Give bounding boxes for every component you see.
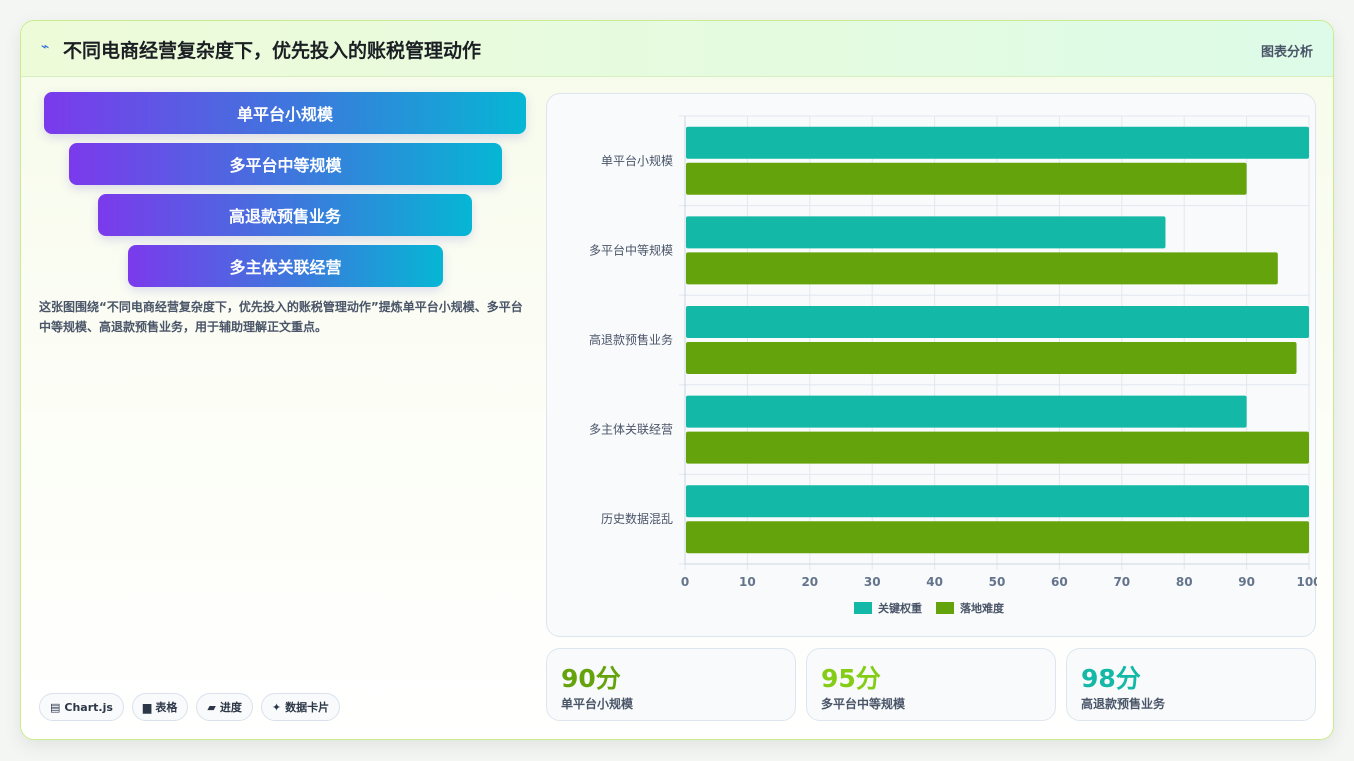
bar-key-weight [686, 395, 1247, 428]
chart-panel: 0 10 20 30 40 50 60 70 80 90 100 单平台小规模多平台中等规模高退款预售… [546, 93, 1317, 637]
x-tick-label: 40 [926, 575, 943, 589]
table-icon: ▆ [142, 700, 152, 714]
bar-key-weight [686, 306, 1309, 338]
stat-value: 98分 [1081, 664, 1141, 693]
pill-label: 数据卡片 [285, 701, 330, 714]
page-title: 不同电商经营复杂度下，优先投入的账税管理动作 [63, 40, 482, 62]
x-tick-label: 100 [1296, 575, 1317, 589]
funnel-step-4: 多主体关联经营 [128, 245, 443, 287]
bar-key-weight [686, 126, 1309, 159]
funnel-step-label: 高退款预售业务 [228, 207, 341, 226]
y-tick-label: 高退款预售业务 [589, 332, 673, 347]
bar-difficulty [686, 252, 1278, 285]
legend-swatch [854, 602, 872, 614]
bar-key-weight [686, 485, 1309, 518]
stat-value: 95分 [821, 664, 881, 693]
funnel-step-1: 单平台小规模 [44, 92, 526, 134]
bar-difficulty [686, 521, 1309, 554]
pill-label: Chart.js [64, 700, 113, 714]
y-tick-label: 单平台小规模 [601, 153, 673, 168]
funnel-step-label: 多主体关联经营 [229, 258, 342, 277]
x-tick-label: 90 [1238, 575, 1255, 589]
main-card: ⌁ 不同电商经营复杂度下，优先投入的账税管理动作 图表分析 单平台小规模 多平台… [20, 20, 1334, 740]
x-tick-label: 80 [1176, 575, 1193, 589]
funnel-step-3: 高退款预售业务 [98, 194, 472, 236]
stat-label: 高退款预售业务 [1081, 697, 1166, 711]
legend-swatch [936, 602, 954, 614]
header: ⌁ 不同电商经营复杂度下，优先投入的账税管理动作 图表分析 [21, 21, 1333, 77]
x-tick-label: 70 [1113, 575, 1130, 589]
wave-icon: ⌁ [41, 39, 50, 55]
bar-difficulty [686, 431, 1309, 464]
stat-value: 90分 [561, 664, 621, 693]
stat-card-3: 98分 高退款预售业务 [1066, 648, 1316, 721]
stat-label: 单平台小规模 [561, 697, 634, 711]
x-tick-label: 20 [801, 575, 818, 589]
legend-label: 落地难度 [960, 601, 1005, 615]
chart-analysis-tag: 图表分析 [1260, 45, 1313, 60]
y-tick-label: 多平台中等规模 [589, 242, 673, 257]
stat-card-1: 90分 单平台小规模 [546, 648, 796, 721]
bar-difficulty [686, 162, 1247, 195]
y-tick-label: 多主体关联经营 [589, 423, 673, 437]
stat-label: 多平台中等规模 [821, 697, 906, 711]
x-tick-label: 10 [739, 575, 756, 589]
x-tick-label: 0 [681, 575, 689, 589]
chart-description: 这张图围绕“不同电商经营复杂度下，优先投入的账税管理动作”提炼单平台小规模、多平… [39, 300, 523, 334]
bar-difficulty [686, 342, 1297, 374]
funnel-step-label: 单平台小规模 [236, 105, 333, 124]
sparkle-icon: ✦ [271, 700, 282, 714]
pill-chartjs[interactable]: ▤ Chart.js [39, 693, 124, 721]
stat-card-2: 95分 多平台中等规模 [806, 648, 1056, 721]
pill-progress[interactable]: ▰ 进度 [196, 693, 253, 721]
bar-key-weight [686, 216, 1166, 249]
pill-label: 进度 [219, 701, 242, 714]
y-tick-label: 历史数据混乱 [601, 511, 673, 526]
pill-label: 表格 [155, 701, 178, 714]
funnel-step-label: 多平台中等规模 [229, 156, 342, 175]
progress-icon: ▰ [207, 700, 216, 714]
funnel-step-2: 多平台中等规模 [69, 143, 502, 185]
x-tick-label: 60 [1051, 575, 1068, 589]
x-tick-label: 50 [989, 575, 1006, 589]
chart-icon: ▤ [50, 700, 61, 714]
legend-label: 关键权重 [878, 601, 922, 615]
bar-chart: 0 10 20 30 40 50 60 70 80 90 100 单平台小规模多平台中等规模高退款预售… [589, 115, 1317, 615]
x-tick-label: 30 [864, 575, 881, 589]
feature-pills: ▤ Chart.js ▆ 表格 ▰ 进度 ✦ 数据卡片 [39, 693, 341, 721]
pill-data-cards[interactable]: ✦ 数据卡片 [260, 693, 341, 721]
pill-table[interactable]: ▆ 表格 [131, 693, 189, 721]
